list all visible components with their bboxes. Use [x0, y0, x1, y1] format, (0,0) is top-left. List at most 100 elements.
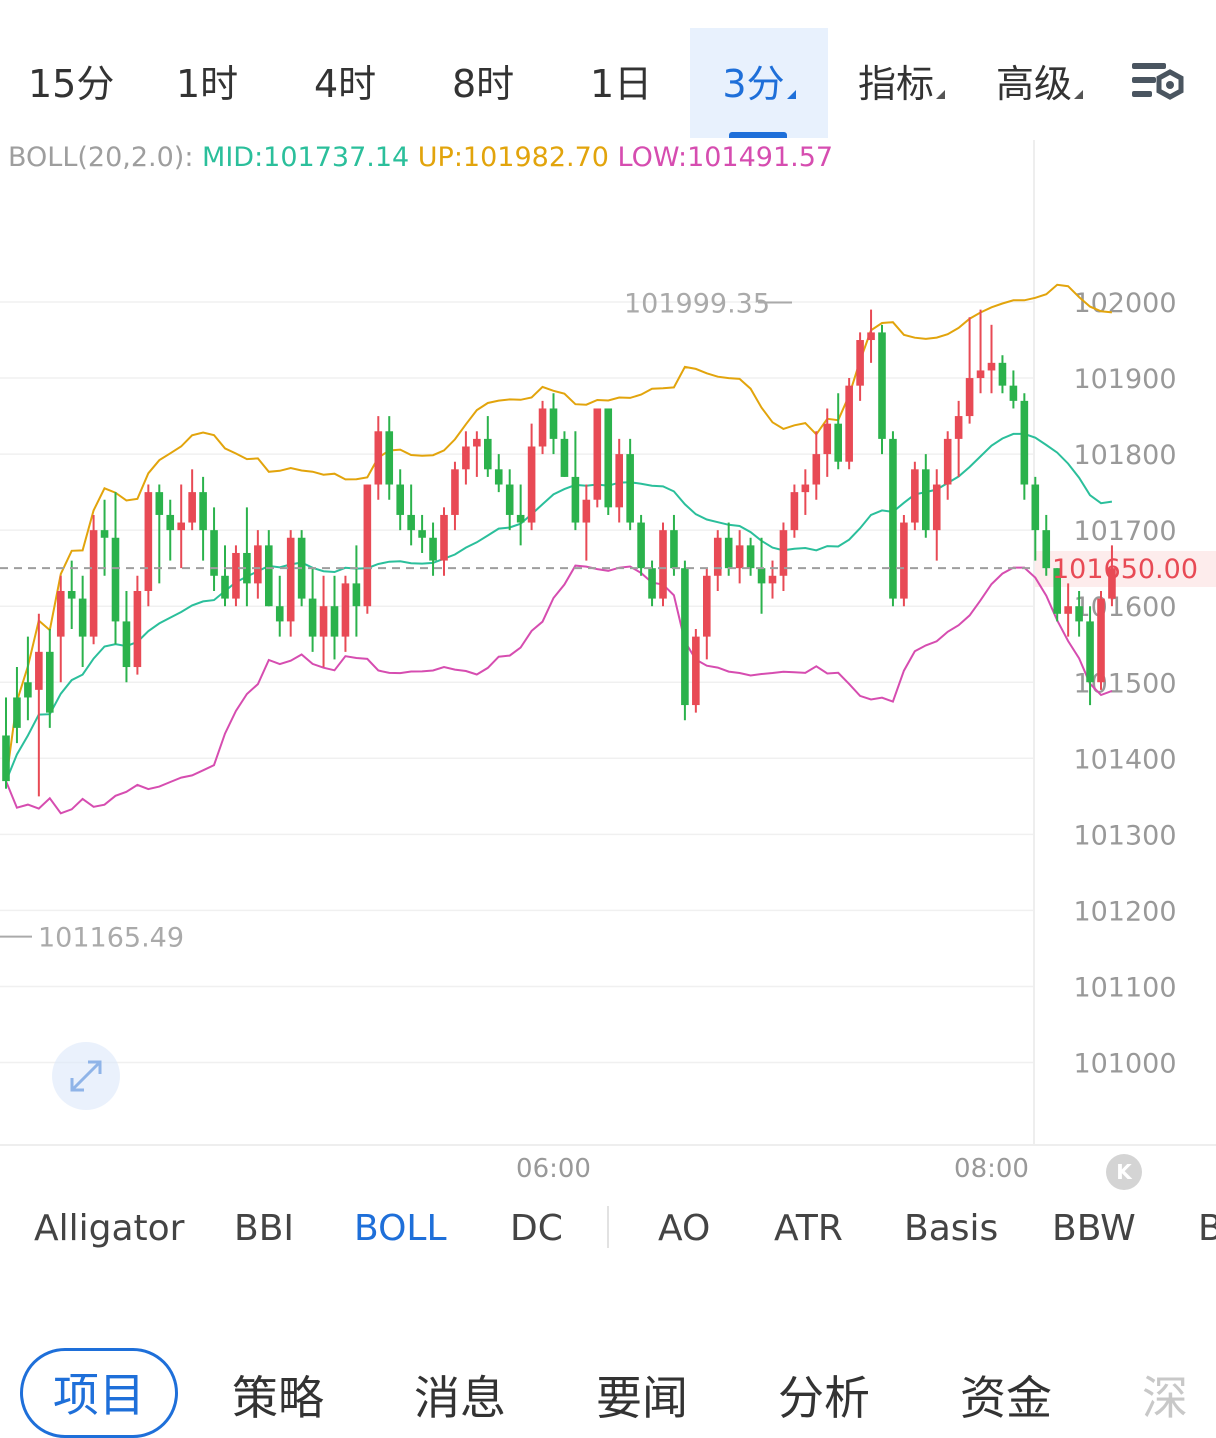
candle: [56, 575, 65, 683]
tab-strategy[interactable]: 策略: [232, 1371, 324, 1425]
kline-toggle-button[interactable]: K: [1106, 1154, 1142, 1190]
candle-body: [418, 530, 426, 538]
indicator-boll[interactable]: BOLL: [354, 1208, 447, 1249]
indicator-alligator[interactable]: Alligator: [34, 1208, 185, 1249]
tab-news[interactable]: 要闻: [596, 1371, 688, 1425]
candle-body: [78, 598, 87, 637]
candle: [812, 431, 821, 500]
candle-body: [100, 530, 109, 538]
y-tick-label: 101900: [1073, 364, 1176, 395]
candle: [790, 484, 799, 538]
candle: [243, 507, 251, 607]
candle: [429, 522, 437, 576]
candle-body: [1031, 484, 1040, 531]
y-tick-label: 101800: [1073, 440, 1176, 471]
candle: [593, 408, 602, 508]
candle: [1108, 545, 1116, 607]
candle: [867, 309, 875, 363]
candle-body: [210, 530, 218, 576]
candle-body: [505, 484, 514, 515]
candle: [407, 484, 415, 546]
candle: [735, 530, 744, 584]
candle-body: [24, 682, 32, 698]
candle: [46, 629, 54, 728]
chart-grid: [0, 301, 1034, 1064]
candle: [516, 484, 525, 546]
candle: [275, 575, 284, 637]
candle: [374, 416, 383, 500]
candle: [834, 393, 842, 470]
tab-1d[interactable]: 1日: [590, 62, 653, 106]
candle: [1042, 514, 1051, 576]
candle-body: [440, 514, 448, 561]
tab-depth[interactable]: 深: [1142, 1371, 1188, 1425]
chart-settings-icon[interactable]: [1130, 60, 1190, 110]
y-tick-label: 101100: [1073, 972, 1176, 1003]
candle: [648, 560, 656, 607]
candle: [1075, 590, 1083, 637]
candle-body: [1053, 568, 1061, 614]
candle-body: [681, 568, 689, 706]
tab-messages[interactable]: 消息: [414, 1371, 506, 1425]
candle-body: [254, 545, 262, 584]
candle: [604, 408, 613, 515]
candle: [998, 355, 1007, 394]
tab-analysis[interactable]: 分析: [778, 1371, 870, 1425]
candle-body: [692, 636, 700, 706]
indicator-dc[interactable]: DC: [510, 1208, 563, 1249]
indicator-bbi[interactable]: BBI: [234, 1208, 295, 1249]
tab-15m[interactable]: 15分: [28, 62, 115, 106]
tab-funds[interactable]: 资金: [960, 1371, 1052, 1425]
candle-body: [604, 408, 613, 508]
candle: [932, 469, 941, 561]
indicator-atr[interactable]: ATR: [774, 1208, 843, 1249]
expand-arrows-icon: [70, 1060, 102, 1092]
candle-body: [451, 469, 459, 515]
bottom-tab-bar: 项目 策略 消息 要闻 分析 资金 深: [0, 1340, 1216, 1438]
tab-8h[interactable]: 8时: [452, 62, 515, 106]
indicator-basis[interactable]: Basis: [904, 1208, 999, 1249]
candle: [484, 416, 492, 477]
candle: [713, 530, 722, 591]
tab-3m[interactable]: 3分: [690, 28, 828, 138]
candle-body: [954, 416, 963, 439]
tab-4h[interactable]: 4时: [314, 62, 377, 106]
indicator-tab-bar: Alligator BBI BOLL DC AO ATR Basis BBW B: [0, 1188, 1216, 1276]
candle: [67, 560, 76, 630]
candle: [965, 317, 974, 424]
candle: [221, 545, 229, 607]
tab-1h[interactable]: 1时: [176, 62, 239, 106]
y-tick-label: 101200: [1073, 896, 1176, 927]
candle: [199, 476, 207, 561]
candle-body: [735, 545, 744, 569]
candle: [13, 667, 21, 744]
candle: [987, 324, 996, 394]
candle-body: [385, 431, 394, 485]
candle: [900, 514, 908, 607]
candle-body: [976, 370, 985, 379]
tab-indicators[interactable]: 指标: [858, 28, 946, 138]
candle: [232, 545, 240, 607]
candle: [254, 530, 262, 599]
candle: [385, 416, 394, 500]
expand-chart-button[interactable]: [52, 1042, 120, 1110]
candle-body: [1064, 606, 1072, 614]
candle: [144, 484, 153, 607]
candle-body: [648, 568, 656, 599]
indicator-partial[interactable]: B: [1198, 1208, 1216, 1249]
candle-body: [703, 575, 711, 637]
boll-bands: [5, 283, 1113, 815]
candlestick-chart[interactable]: 102000 101900 101800 101700 101600 10150…: [0, 140, 1216, 1190]
indicator-ao[interactable]: AO: [658, 1208, 711, 1249]
tab-advanced[interactable]: 高级: [996, 28, 1084, 138]
candle-body: [144, 492, 153, 591]
low-marker-label: 101165.49: [38, 923, 184, 954]
candle: [943, 431, 952, 500]
candle: [922, 454, 930, 538]
candle-body: [593, 408, 602, 500]
candle-body: [462, 446, 470, 470]
indicator-bbw[interactable]: BBW: [1052, 1208, 1136, 1249]
tab-project[interactable]: 项目: [20, 1348, 178, 1438]
candle-body: [330, 606, 339, 637]
candle: [177, 484, 185, 569]
